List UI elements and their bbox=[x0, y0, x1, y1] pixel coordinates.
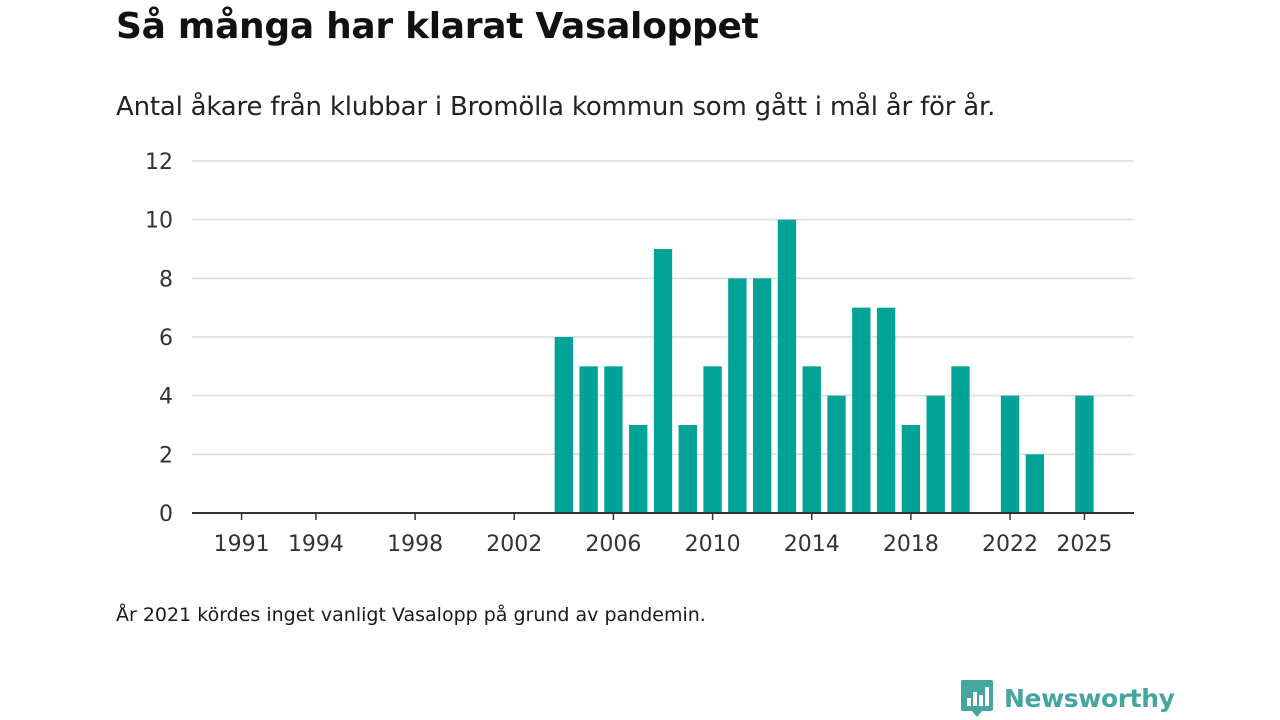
x-tick-label: 2014 bbox=[784, 532, 840, 557]
x-tick-label: 2018 bbox=[883, 532, 939, 557]
x-tick-label: 2025 bbox=[1056, 532, 1112, 557]
y-tick-label: 12 bbox=[145, 150, 173, 175]
bar-2022 bbox=[1000, 395, 1020, 513]
chart-title: Så många har klarat Vasaloppet bbox=[116, 6, 759, 47]
brand-logo[interactable]: Newsworthy bbox=[960, 678, 1175, 718]
bar-2015 bbox=[827, 395, 846, 513]
bar-2020 bbox=[951, 366, 970, 513]
bar-2007 bbox=[629, 425, 648, 513]
y-tick-label: 4 bbox=[159, 385, 173, 410]
bar-chart: 0 2 4 6 8 10 12 1991 1994 1998 2002 2006 2010 2014 201… bbox=[145, 150, 1134, 557]
brand-name: Newsworthy bbox=[1004, 683, 1175, 713]
x-tick-label: 2022 bbox=[982, 532, 1038, 557]
bar-2013 bbox=[777, 219, 797, 513]
y-tick-label: 6 bbox=[159, 326, 173, 351]
x-tick-label: 1994 bbox=[288, 532, 344, 557]
bar-2023 bbox=[1025, 454, 1045, 513]
axes: 0 2 4 6 8 10 12 1991 1994 1998 2002 2006 2010 2014 201… bbox=[145, 150, 1134, 557]
bar-2008 bbox=[653, 249, 673, 513]
y-tick-label: 2 bbox=[159, 443, 173, 468]
bar-2011 bbox=[728, 278, 747, 513]
bars bbox=[554, 219, 1094, 513]
x-tick-label: 1991 bbox=[214, 532, 270, 557]
x-tick-label: 2002 bbox=[486, 532, 542, 557]
chart-subtitle: Antal åkare från klubbar i Bromölla komm… bbox=[116, 92, 996, 122]
bar-2019 bbox=[926, 395, 945, 513]
y-tick-label: 0 bbox=[159, 502, 173, 527]
bar-2009 bbox=[678, 425, 697, 513]
footnote: År 2021 kördes inget vanligt Vasalopp på… bbox=[116, 604, 706, 626]
x-tick-label: 1998 bbox=[387, 532, 443, 557]
bar-2012 bbox=[752, 278, 772, 513]
bar-2018 bbox=[901, 425, 921, 513]
bar-2016 bbox=[852, 307, 871, 513]
y-tick-label: 10 bbox=[145, 209, 173, 234]
bar-2010 bbox=[703, 366, 722, 513]
bar-2004 bbox=[554, 337, 574, 513]
bar-2017 bbox=[876, 307, 896, 513]
y-tick-label: 8 bbox=[159, 267, 173, 292]
x-tick-label: 2006 bbox=[585, 532, 641, 557]
newsworthy-logo-icon bbox=[961, 680, 993, 717]
bar-2006 bbox=[604, 366, 623, 513]
bar-2025 bbox=[1075, 395, 1094, 513]
x-tick-label: 2010 bbox=[685, 532, 741, 557]
bar-2005 bbox=[579, 366, 598, 513]
bar-2014 bbox=[802, 366, 821, 513]
